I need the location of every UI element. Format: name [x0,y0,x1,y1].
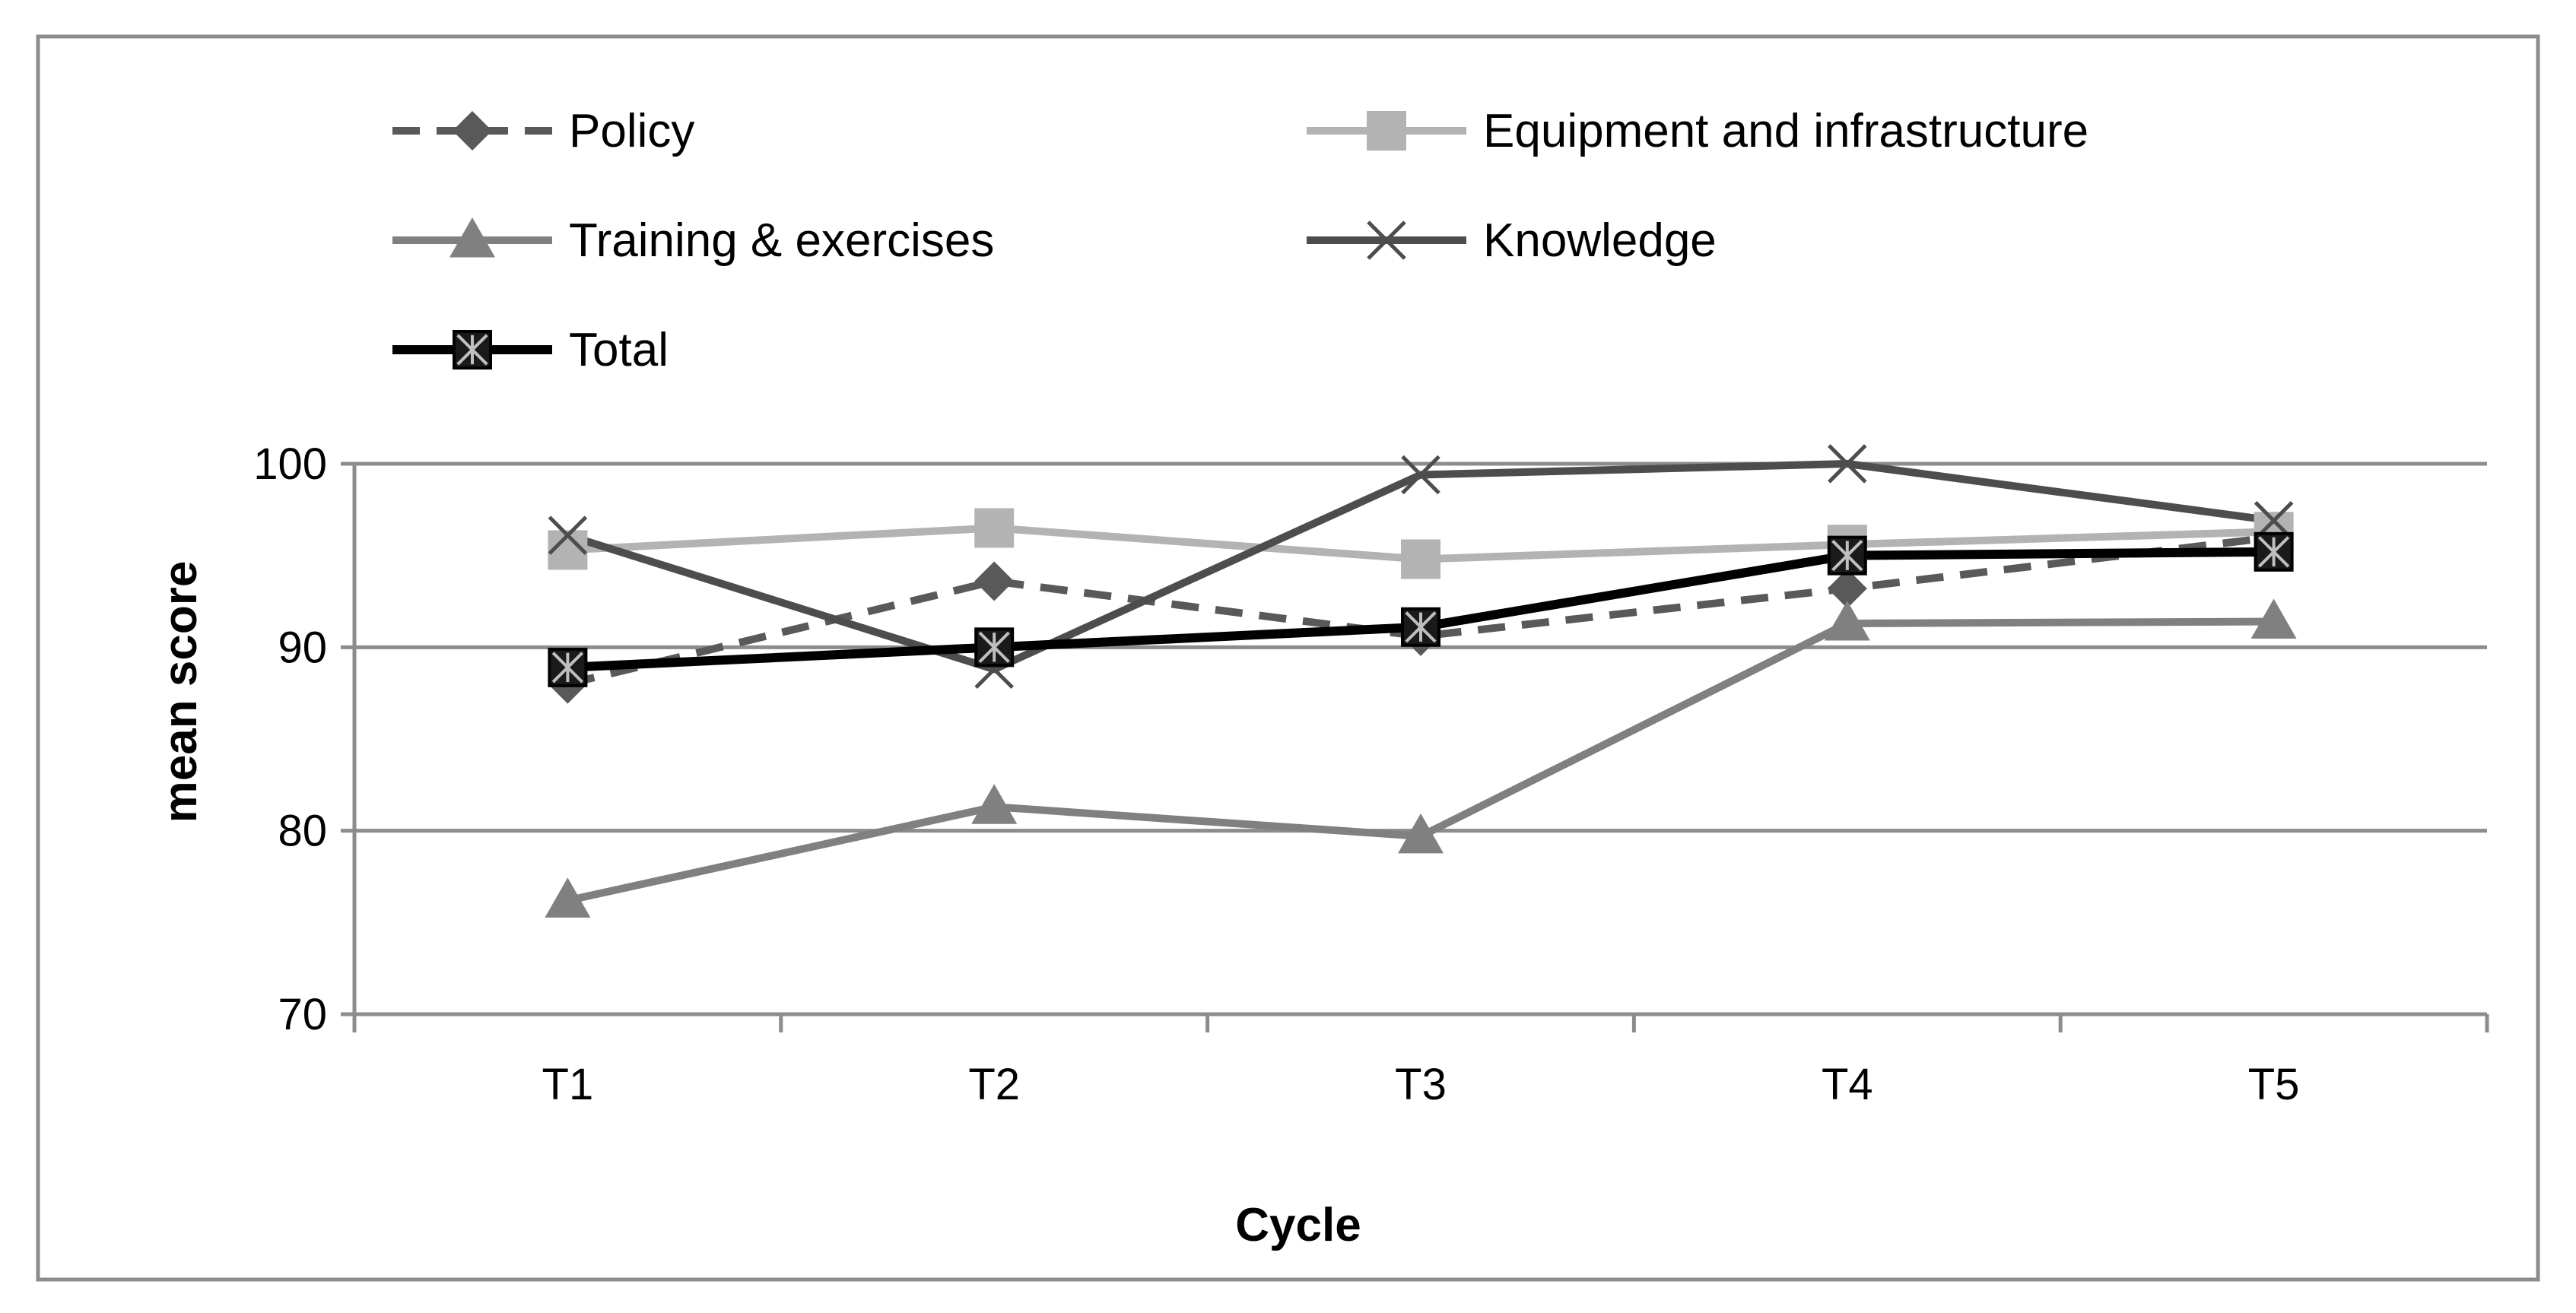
legend-item-training-exercises: Training & exercises [392,214,994,267]
y-tick-label: 90 [278,623,327,672]
series-markers [545,444,2297,918]
legend-label: Training & exercises [569,214,994,267]
data-point-training-exercises [2250,598,2297,639]
marker-stroke [1401,455,1440,495]
axes: 70 80 90 100 T1 T2 T3 T4 T5 [253,439,2489,1109]
legend-label: Policy [569,105,694,157]
data-point-policy [974,561,1015,601]
data-point-equipment-and-infrastructure [1401,539,1440,579]
x-tick-label: T2 [968,1060,1020,1109]
data-point-knowledge [1828,444,1867,484]
legend-marker [1367,220,1406,260]
marker-stroke [1367,220,1406,260]
legend-marker [453,111,492,151]
legend-marker [1367,111,1406,151]
legend-label: Equipment and infrastructure [1483,105,2088,157]
data-point-total [548,647,588,687]
legend-item-total: Total [392,324,669,376]
y-tick-label: 80 [278,807,327,856]
legend-marker [449,217,495,258]
y-tick-label: 100 [253,439,327,489]
marker-stroke [548,515,588,555]
data-point-training-exercises [545,877,591,918]
data-point-total [2254,531,2294,572]
data-point-knowledge [548,515,588,555]
data-point-training-exercises [971,784,1018,824]
x-axis-title: Cycle [1235,1199,1361,1251]
data-point-training-exercises [1398,813,1444,854]
x-tick-label: T1 [542,1060,594,1109]
legend: Policy Equipment and infrastructure Traini… [392,105,2088,376]
x-tick-label: T4 [1822,1060,1873,1109]
data-point-total [974,627,1015,668]
legend-label: Knowledge [1483,214,1717,267]
data-point-knowledge [1401,455,1440,495]
legend-item-knowledge: Knowledge [1307,214,1717,267]
legend-item-equipment-and-infrastructure: Equipment and infrastructure [1307,105,2088,157]
data-point-training-exercises [1824,600,1870,641]
marker-stroke [1828,444,1867,484]
legend-marker [453,330,492,369]
legend-label: Total [569,324,669,376]
x-tick-label: T5 [2248,1060,2300,1109]
y-axis-title: mean score [154,561,207,823]
data-point-equipment-and-infrastructure [974,508,1015,548]
x-tick-label: T3 [1395,1060,1447,1109]
chart-border [36,34,2540,1282]
data-point-policy [1827,569,1867,609]
legend-item-policy: Policy [392,105,694,157]
data-point-total [1827,535,1867,576]
y-tick-label: 70 [278,990,327,1039]
data-point-total [1401,607,1440,647]
